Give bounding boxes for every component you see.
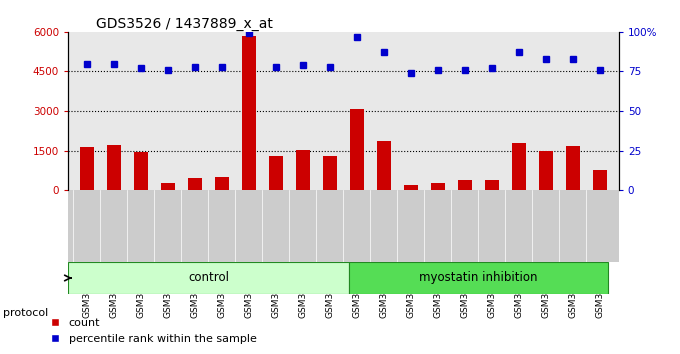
Bar [404, 185, 418, 190]
Bar [68, 262, 349, 294]
Bar [269, 156, 283, 190]
Bar [323, 156, 337, 190]
Bar [188, 177, 202, 190]
Bar [431, 183, 445, 190]
Bar [350, 109, 364, 190]
Bar [593, 170, 607, 190]
Bar [161, 183, 175, 190]
Bar [485, 180, 498, 190]
Bar [512, 143, 526, 190]
Bar [377, 141, 390, 190]
Bar [242, 36, 256, 190]
Legend: count, percentile rank within the sample: count, percentile rank within the sample [46, 314, 261, 348]
Bar [215, 177, 228, 190]
Bar [80, 147, 94, 190]
Bar [539, 150, 553, 190]
Bar [458, 180, 472, 190]
Bar [566, 146, 579, 190]
Text: GDS3526 / 1437889_x_at: GDS3526 / 1437889_x_at [95, 17, 273, 31]
Text: myostatin inhibition: myostatin inhibition [419, 272, 538, 285]
Text: protocol: protocol [3, 308, 49, 318]
Text: control: control [188, 272, 229, 285]
Bar [107, 145, 120, 190]
Bar [296, 150, 309, 190]
Bar [349, 262, 608, 294]
Bar [134, 153, 148, 190]
